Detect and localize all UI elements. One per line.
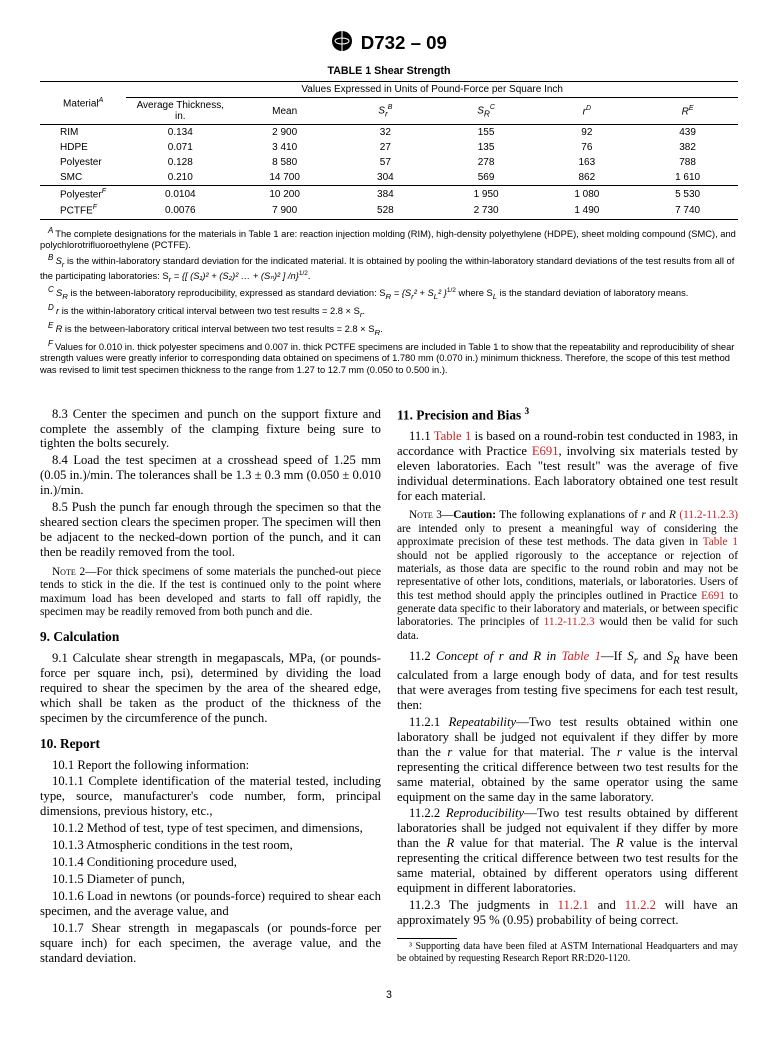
para-10-1-1: 10.1.1 Complete identification of the ma…: [40, 774, 381, 819]
table-footnotes: A The complete designations for the mate…: [40, 224, 738, 377]
table-row: HDPE0.0713 4102713576382: [40, 140, 738, 155]
para-10-1-3: 10.1.3 Atmospheric conditions in the tes…: [40, 838, 381, 853]
page-number: 3: [40, 989, 738, 1001]
para-11-2-3: 11.2.3 The judgments in 11.2.1 and 11.2.…: [397, 898, 738, 928]
footnote-3: ³ Supporting data have been filed at AST…: [397, 941, 738, 965]
heading-10: 10. Report: [40, 736, 381, 752]
para-11-2-2: 11.2.2 Reproducibility—Two test results …: [397, 806, 738, 896]
note-3: Note 3—Caution: The following explanatio…: [397, 509, 738, 643]
para-10-1-4: 10.1.4 Conditioning procedure used,: [40, 855, 381, 870]
para-8-3: 8.3 Center the specimen and punch on the…: [40, 407, 381, 452]
table-row: SMC0.21014 7003045698621 610: [40, 170, 738, 186]
table-caption: TABLE 1 Shear Strength: [40, 65, 738, 77]
para-10-1: 10.1 Report the following information:: [40, 758, 381, 773]
para-10-1-5: 10.1.5 Diameter of punch,: [40, 872, 381, 887]
note-2: Note 2—For thick specimens of some mater…: [40, 566, 381, 619]
para-11-1: 11.1 Table 1 is based on a round-robin t…: [397, 429, 738, 504]
para-9-1: 9.1 Calculate shear strength in megapasc…: [40, 651, 381, 726]
table-row: Polyester0.1288 58057278163788: [40, 155, 738, 170]
table-row: PolyesterF0.010410 2003841 9501 0805 530: [40, 186, 738, 203]
page-header: D732 – 09: [40, 30, 738, 55]
para-8-4: 8.4 Load the test specimen at a crosshea…: [40, 453, 381, 498]
shear-strength-table: MaterialA Values Expressed in Units of P…: [40, 81, 738, 220]
para-10-1-7: 10.1.7 Shear strength in megapascals (or…: [40, 921, 381, 966]
standard-id: D732 – 09: [361, 32, 447, 54]
para-11-2-1: 11.2.1 Repeatability—Two test results ob…: [397, 715, 738, 805]
para-8-5: 8.5 Push the punch far enough through th…: [40, 500, 381, 560]
table-row: RIM0.1342 9003215592439: [40, 125, 738, 141]
heading-9: 9. Calculation: [40, 629, 381, 645]
para-10-1-2: 10.1.2 Method of test, type of test spec…: [40, 821, 381, 836]
astm-logo-icon: [331, 30, 353, 55]
table-row: PCTFEF0.00767 9005282 7301 4907 740: [40, 202, 738, 219]
footnote-rule: [397, 938, 457, 939]
heading-11: 11. Precision and Bias 3: [397, 407, 738, 423]
para-10-1-6: 10.1.6 Load in newtons (or pounds-force)…: [40, 889, 381, 919]
para-11-2: 11.2 Concept of r and R in Table 1—If Sr…: [397, 649, 738, 713]
body-text: 8.3 Center the specimen and punch on the…: [40, 407, 738, 972]
